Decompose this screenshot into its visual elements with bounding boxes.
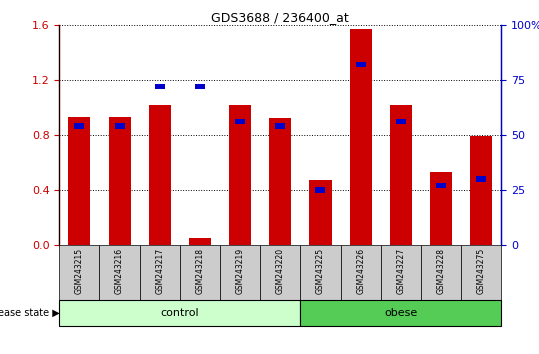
Bar [74, 123, 85, 129]
Bar [229, 104, 251, 245]
Bar [381, 245, 421, 300]
Bar [476, 176, 486, 182]
Bar [235, 119, 245, 124]
Text: GSM243216: GSM243216 [115, 247, 124, 294]
Bar [108, 117, 130, 245]
Text: control: control [161, 308, 199, 318]
Bar [315, 187, 326, 193]
Text: GSM243219: GSM243219 [236, 247, 245, 294]
Bar [270, 118, 291, 245]
Text: GSM243275: GSM243275 [476, 247, 486, 294]
Text: GSM243228: GSM243228 [437, 247, 446, 293]
Bar [356, 62, 365, 67]
Text: GSM243220: GSM243220 [276, 247, 285, 294]
Bar [180, 245, 220, 300]
Bar [260, 245, 300, 300]
Bar [300, 300, 501, 326]
Text: GSM243217: GSM243217 [155, 247, 164, 294]
Bar [140, 245, 180, 300]
Bar [470, 136, 492, 245]
Bar [341, 245, 381, 300]
Text: GSM243218: GSM243218 [196, 247, 204, 293]
Text: obese: obese [384, 308, 417, 318]
Bar [189, 238, 211, 245]
Bar [59, 245, 100, 300]
Text: GSM243225: GSM243225 [316, 247, 325, 294]
Text: GSM243227: GSM243227 [396, 247, 405, 294]
Bar [300, 245, 341, 300]
Bar [396, 119, 406, 124]
Bar [59, 300, 300, 326]
Bar [275, 123, 285, 129]
Text: disease state ▶: disease state ▶ [0, 308, 59, 318]
Bar [114, 123, 125, 129]
Bar [430, 172, 452, 245]
Bar [68, 117, 91, 245]
Bar [309, 180, 331, 245]
Text: GSM243226: GSM243226 [356, 247, 365, 294]
Bar [421, 245, 461, 300]
Bar [461, 245, 501, 300]
Bar [436, 183, 446, 188]
Bar [100, 245, 140, 300]
Text: GSM243215: GSM243215 [75, 247, 84, 294]
Bar [390, 104, 412, 245]
Title: GDS3688 / 236400_at: GDS3688 / 236400_at [211, 11, 349, 24]
Bar [220, 245, 260, 300]
Bar [155, 84, 165, 89]
Bar [149, 104, 171, 245]
Bar [195, 84, 205, 89]
Bar [350, 29, 372, 245]
